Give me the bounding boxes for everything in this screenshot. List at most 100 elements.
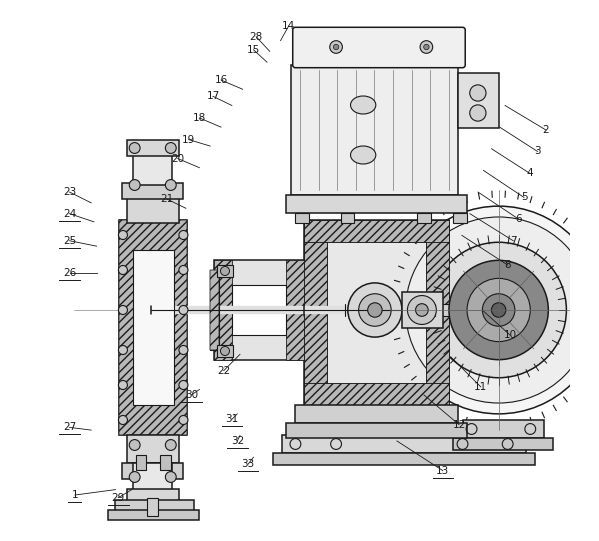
Circle shape [179, 266, 188, 274]
Bar [402, 292, 443, 328]
Bar [341, 213, 354, 223]
Text: 16: 16 [214, 75, 228, 85]
Text: 10: 10 [504, 331, 517, 340]
Bar [126, 195, 179, 223]
Circle shape [449, 260, 548, 360]
Text: 20: 20 [171, 154, 184, 163]
Circle shape [179, 230, 188, 240]
Bar [304, 220, 449, 242]
Text: 11: 11 [474, 382, 488, 392]
Circle shape [359, 294, 391, 326]
Bar [160, 455, 171, 470]
Bar [126, 489, 179, 505]
Bar [217, 265, 233, 277]
Ellipse shape [350, 146, 376, 164]
Bar [214, 260, 232, 360]
Text: 33: 33 [241, 459, 255, 469]
Text: 31: 31 [225, 414, 238, 424]
Bar [126, 435, 179, 463]
Text: 17: 17 [206, 91, 220, 101]
Bar [291, 65, 458, 195]
Text: 1: 1 [72, 490, 78, 500]
Text: 21: 21 [161, 194, 174, 204]
Text: 29: 29 [111, 493, 125, 503]
Bar [210, 270, 219, 350]
Text: 25: 25 [63, 236, 76, 246]
Bar [119, 220, 187, 435]
Circle shape [395, 206, 599, 414]
Text: 28: 28 [250, 32, 263, 42]
Bar [133, 463, 172, 491]
Circle shape [416, 304, 428, 316]
Text: 30: 30 [184, 390, 198, 400]
Circle shape [348, 283, 402, 337]
Circle shape [491, 303, 506, 317]
Circle shape [220, 267, 229, 275]
Circle shape [119, 415, 128, 425]
Bar [286, 423, 467, 438]
Bar [453, 438, 553, 450]
Text: 7: 7 [510, 236, 516, 246]
Bar [458, 73, 498, 128]
Ellipse shape [350, 96, 376, 114]
Bar [286, 260, 304, 360]
Text: 26: 26 [63, 268, 76, 278]
Bar [426, 220, 449, 405]
Bar [119, 220, 187, 435]
Bar [327, 423, 354, 435]
Circle shape [119, 266, 128, 274]
Text: 14: 14 [282, 21, 295, 31]
Circle shape [129, 143, 140, 154]
Text: 23: 23 [63, 187, 76, 197]
Circle shape [330, 41, 343, 54]
Bar [304, 220, 327, 405]
Circle shape [334, 44, 339, 50]
Bar [133, 250, 174, 405]
Text: 3: 3 [534, 147, 541, 156]
Bar [453, 213, 467, 223]
Bar [147, 498, 158, 516]
Bar [304, 220, 449, 405]
Text: 15: 15 [247, 45, 260, 55]
Bar [426, 220, 449, 405]
Circle shape [165, 143, 176, 154]
Bar [295, 405, 458, 423]
Text: 13: 13 [436, 466, 449, 476]
Circle shape [119, 380, 128, 390]
Circle shape [119, 306, 128, 314]
Bar [286, 260, 304, 360]
Text: 2: 2 [542, 125, 549, 135]
Circle shape [119, 346, 128, 354]
Bar [217, 345, 233, 357]
Bar [273, 453, 535, 465]
Bar [286, 195, 467, 213]
Circle shape [179, 415, 188, 425]
Bar [214, 260, 232, 360]
Bar [210, 270, 219, 350]
Circle shape [423, 44, 429, 50]
Circle shape [179, 306, 188, 314]
Bar [133, 155, 172, 185]
Bar [418, 213, 431, 223]
Circle shape [220, 346, 229, 355]
Bar [232, 285, 286, 335]
Bar [119, 220, 187, 435]
Text: 5: 5 [521, 193, 527, 202]
Text: 22: 22 [217, 366, 231, 375]
Bar [126, 140, 179, 156]
Circle shape [165, 180, 176, 190]
Text: 8: 8 [504, 260, 511, 270]
Bar [122, 463, 183, 479]
Circle shape [470, 85, 486, 101]
Text: 6: 6 [515, 214, 522, 224]
Bar [214, 260, 304, 360]
Circle shape [467, 279, 530, 341]
Circle shape [406, 217, 592, 403]
Bar [108, 510, 199, 520]
Bar [304, 383, 449, 405]
Bar [435, 304, 489, 316]
Bar [135, 455, 146, 470]
Bar [115, 500, 194, 512]
Bar [304, 220, 449, 242]
Circle shape [129, 440, 140, 451]
